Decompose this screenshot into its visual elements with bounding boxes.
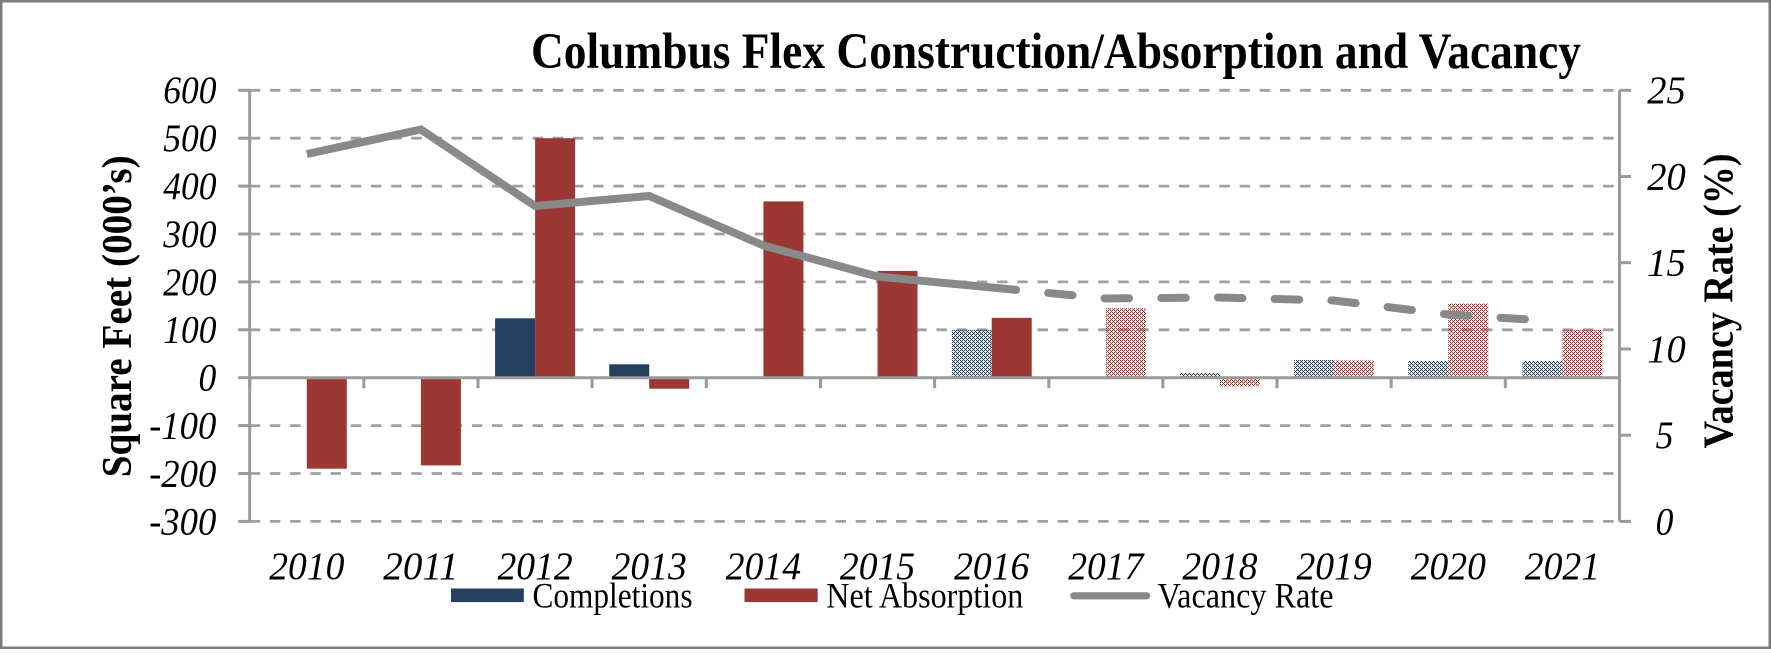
svg-text:20: 20 [1647,154,1686,198]
svg-text:2011: 2011 [383,544,458,588]
svg-text:2016: 2016 [954,544,1029,588]
svg-text:2019: 2019 [1297,544,1372,588]
svg-text:Vacancy Rate (%): Vacancy Rate (%) [1697,153,1743,448]
svg-text:Net Absorption: Net Absorption [826,576,1023,616]
svg-text:-300: -300 [149,499,216,543]
svg-text:0: 0 [199,356,217,400]
svg-text:2010: 2010 [269,544,344,588]
svg-text:300: 300 [162,212,216,256]
svg-text:2012: 2012 [498,544,573,588]
svg-text:2021: 2021 [1525,544,1600,588]
svg-text:15: 15 [1647,241,1686,285]
svg-text:2017: 2017 [1068,544,1145,588]
svg-text:25: 25 [1647,68,1686,112]
svg-text:2018: 2018 [1182,544,1257,588]
svg-text:Columbus Flex Construction/Abs: Columbus Flex Construction/Absorption an… [531,24,1581,80]
svg-text:500: 500 [163,116,217,160]
svg-text:400: 400 [163,164,217,208]
svg-text:2015: 2015 [840,544,915,588]
svg-text:2013: 2013 [612,544,687,588]
svg-text:Completions: Completions [533,576,693,616]
svg-text:-200: -200 [149,451,216,495]
svg-text:Vacancy Rate: Vacancy Rate [1158,576,1334,616]
svg-text:2020: 2020 [1411,544,1486,588]
svg-text:0: 0 [1656,499,1674,543]
svg-text:-100: -100 [149,404,216,448]
svg-text:Square Feet (000’s): Square Feet (000’s) [95,155,141,477]
svg-text:10: 10 [1647,327,1686,371]
svg-text:2014: 2014 [726,544,801,588]
svg-text:200: 200 [163,260,217,304]
svg-text:100: 100 [163,308,217,352]
svg-text:600: 600 [163,68,217,112]
svg-text:5: 5 [1656,413,1674,457]
